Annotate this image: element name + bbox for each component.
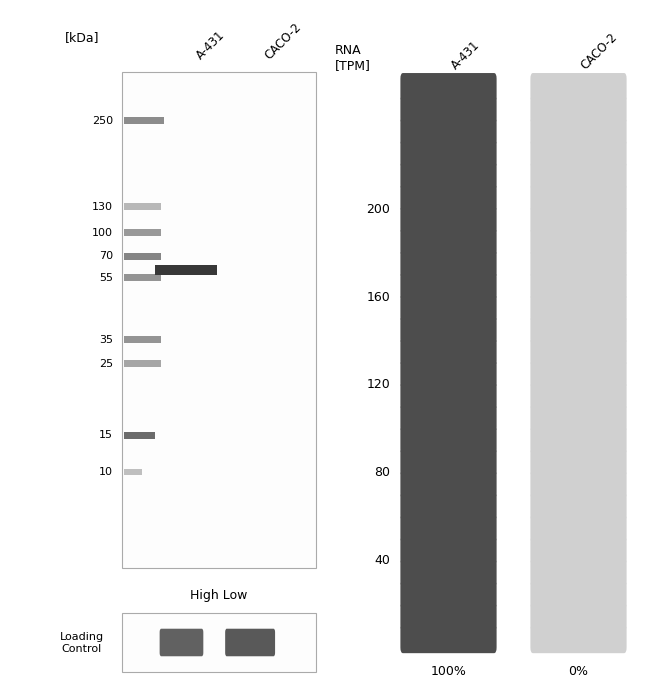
FancyBboxPatch shape — [400, 249, 497, 278]
FancyBboxPatch shape — [530, 448, 627, 477]
Bar — [124, 432, 155, 439]
FancyBboxPatch shape — [400, 73, 497, 102]
FancyBboxPatch shape — [400, 360, 497, 389]
FancyBboxPatch shape — [400, 338, 497, 367]
Text: 70: 70 — [99, 251, 113, 261]
Bar — [124, 336, 161, 343]
FancyBboxPatch shape — [400, 558, 497, 587]
FancyBboxPatch shape — [530, 624, 627, 653]
Text: 35: 35 — [99, 335, 113, 344]
FancyBboxPatch shape — [530, 139, 627, 168]
FancyBboxPatch shape — [400, 470, 497, 499]
FancyBboxPatch shape — [400, 624, 497, 653]
FancyBboxPatch shape — [530, 470, 627, 499]
FancyBboxPatch shape — [530, 536, 627, 565]
FancyBboxPatch shape — [400, 316, 497, 344]
FancyBboxPatch shape — [400, 514, 497, 543]
FancyBboxPatch shape — [530, 73, 627, 102]
Text: 40: 40 — [374, 553, 390, 566]
FancyBboxPatch shape — [400, 161, 497, 190]
FancyBboxPatch shape — [530, 205, 627, 234]
FancyBboxPatch shape — [530, 492, 627, 521]
FancyBboxPatch shape — [400, 183, 497, 212]
Text: 15: 15 — [99, 431, 113, 440]
Bar — [124, 360, 161, 367]
Text: 25: 25 — [99, 359, 113, 369]
Text: 130: 130 — [92, 202, 113, 212]
Text: High Low: High Low — [190, 589, 248, 602]
FancyBboxPatch shape — [400, 227, 497, 256]
Bar — [124, 117, 164, 124]
FancyBboxPatch shape — [530, 161, 627, 190]
FancyBboxPatch shape — [530, 404, 627, 433]
FancyBboxPatch shape — [400, 580, 497, 609]
FancyBboxPatch shape — [530, 426, 627, 455]
FancyBboxPatch shape — [225, 628, 275, 656]
FancyBboxPatch shape — [530, 183, 627, 212]
FancyBboxPatch shape — [400, 271, 497, 300]
Text: 100%: 100% — [430, 665, 467, 678]
FancyBboxPatch shape — [400, 139, 497, 168]
Bar — [124, 203, 161, 210]
Text: 80: 80 — [374, 466, 390, 479]
FancyBboxPatch shape — [400, 492, 497, 521]
Text: A-431: A-431 — [194, 28, 228, 62]
Text: [kDa]: [kDa] — [64, 31, 99, 44]
FancyBboxPatch shape — [400, 294, 497, 322]
Text: CACO-2: CACO-2 — [263, 21, 304, 62]
Bar — [124, 469, 142, 475]
Bar — [155, 265, 217, 275]
Text: A-431: A-431 — [448, 38, 482, 72]
Text: 250: 250 — [92, 116, 113, 125]
Text: 100: 100 — [92, 228, 113, 238]
Text: 10: 10 — [99, 467, 113, 477]
Bar — [124, 229, 161, 236]
FancyBboxPatch shape — [400, 602, 497, 631]
FancyBboxPatch shape — [530, 382, 627, 411]
FancyBboxPatch shape — [530, 580, 627, 609]
FancyBboxPatch shape — [530, 227, 627, 256]
FancyBboxPatch shape — [400, 404, 497, 433]
FancyBboxPatch shape — [530, 294, 627, 322]
FancyBboxPatch shape — [400, 95, 497, 124]
FancyBboxPatch shape — [530, 360, 627, 389]
FancyBboxPatch shape — [400, 382, 497, 411]
FancyBboxPatch shape — [530, 602, 627, 631]
Bar — [124, 274, 161, 281]
FancyBboxPatch shape — [530, 249, 627, 278]
FancyBboxPatch shape — [400, 117, 497, 146]
FancyBboxPatch shape — [122, 72, 316, 568]
FancyBboxPatch shape — [530, 316, 627, 344]
FancyBboxPatch shape — [530, 338, 627, 367]
Bar — [124, 253, 161, 260]
Text: RNA
[TPM]: RNA [TPM] — [335, 43, 370, 72]
FancyBboxPatch shape — [530, 117, 627, 146]
FancyBboxPatch shape — [122, 613, 316, 672]
Text: 120: 120 — [366, 378, 390, 391]
FancyBboxPatch shape — [530, 514, 627, 543]
FancyBboxPatch shape — [530, 558, 627, 587]
FancyBboxPatch shape — [400, 536, 497, 565]
FancyBboxPatch shape — [530, 95, 627, 124]
FancyBboxPatch shape — [400, 448, 497, 477]
FancyBboxPatch shape — [400, 426, 497, 455]
Text: 200: 200 — [366, 203, 390, 216]
Text: 160: 160 — [366, 291, 390, 304]
FancyBboxPatch shape — [530, 271, 627, 300]
FancyBboxPatch shape — [400, 205, 497, 234]
FancyBboxPatch shape — [160, 628, 203, 656]
Text: 55: 55 — [99, 273, 113, 282]
Text: Loading
Control: Loading Control — [60, 632, 104, 654]
Text: 0%: 0% — [569, 665, 588, 678]
Text: CACO-2: CACO-2 — [578, 30, 620, 72]
